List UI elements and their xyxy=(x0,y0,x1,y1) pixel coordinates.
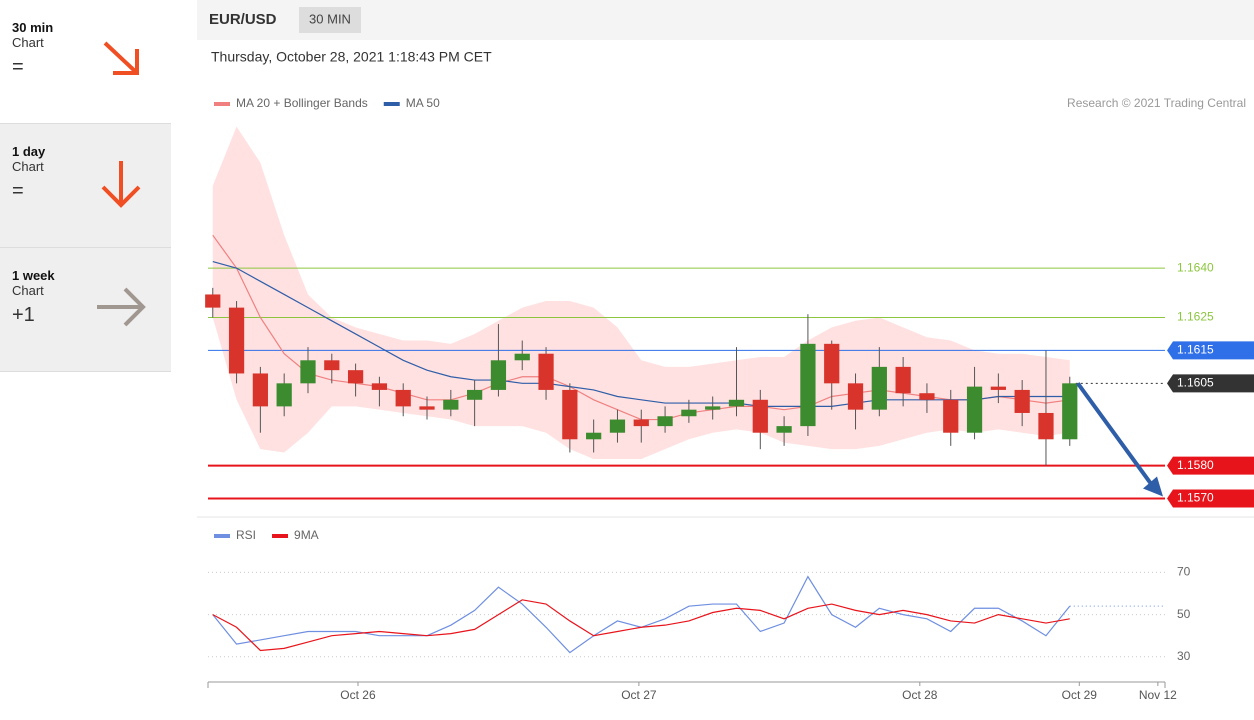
legend-swatch xyxy=(272,534,289,538)
candle-body xyxy=(252,373,268,407)
forecast-arrow xyxy=(1076,382,1155,488)
header-bar xyxy=(197,0,1254,40)
period: 1 week xyxy=(12,268,55,283)
x-tick-label: Oct 27 xyxy=(621,688,657,702)
candle-body xyxy=(443,399,459,410)
arrow-down xyxy=(101,161,141,208)
candle-body xyxy=(943,399,959,433)
candle-body xyxy=(1014,389,1030,413)
level-tag xyxy=(1167,456,1254,475)
candle-body xyxy=(609,419,626,433)
timeframe: 30 MIN xyxy=(309,11,351,26)
x-tick-label: Oct 26 xyxy=(340,688,376,702)
datetime: Thursday, October 28, 2021 1:18:43 PM CE… xyxy=(211,49,492,65)
level-label: 1.1625 xyxy=(1177,310,1214,324)
legend-swatch xyxy=(214,102,230,106)
level-tag xyxy=(1167,489,1254,508)
forecast-arrowhead xyxy=(1143,476,1163,497)
candle-body xyxy=(538,353,554,390)
legend-swatch xyxy=(214,534,230,538)
arrow-right xyxy=(97,287,146,327)
y-tick-label: 70 xyxy=(1177,565,1191,579)
candle-body xyxy=(776,426,792,433)
candle-body xyxy=(919,393,935,400)
candle-body xyxy=(347,370,364,384)
candle-body xyxy=(490,360,507,390)
candle-body xyxy=(871,366,887,410)
symbol: EUR/USD xyxy=(209,11,277,28)
legend-label: MA 50 xyxy=(406,96,440,110)
kind: Chart xyxy=(12,283,44,298)
legend-label: MA 20 + Bollinger Bands xyxy=(236,96,368,110)
chart: EUR/USD 30 MIN Thursday, October 28, 202… xyxy=(197,0,1254,702)
period-card[interactable]: 1 week Chart +1 xyxy=(0,248,171,372)
level-label: 1.1615 xyxy=(1177,343,1214,357)
candle-body xyxy=(205,294,221,308)
candle-body xyxy=(562,389,578,440)
candle-body xyxy=(966,386,983,433)
y-tick-label: 30 xyxy=(1177,649,1191,663)
candle-body xyxy=(752,399,768,433)
bollinger-band xyxy=(212,126,1070,460)
sign: = xyxy=(12,56,24,78)
period-card[interactable]: 30 min Chart = xyxy=(0,0,171,124)
sign: = xyxy=(12,180,24,202)
candle-body xyxy=(371,383,388,390)
candle-body xyxy=(800,343,816,427)
period: 30 min xyxy=(12,20,54,35)
series-line xyxy=(212,599,1070,652)
level-label: 1.1605 xyxy=(1177,376,1214,390)
timeframe-badge[interactable] xyxy=(299,7,361,33)
candle-body xyxy=(657,416,673,427)
candle-body xyxy=(276,383,292,407)
x-tick-label: Nov 12 xyxy=(1139,688,1177,702)
x-tick-label: Oct 29 xyxy=(1062,688,1098,702)
candle-body xyxy=(228,307,245,374)
credit: Research © 2021 Trading Central xyxy=(1067,96,1246,110)
candle-body xyxy=(728,399,745,407)
candle-body xyxy=(1038,412,1054,440)
candle-body xyxy=(895,366,911,394)
legend-label: 9MA xyxy=(294,528,319,542)
arrow-down-right xyxy=(103,41,139,75)
candle-body xyxy=(395,389,411,407)
candle-body xyxy=(467,389,483,400)
period-card[interactable]: 1 day Chart = xyxy=(0,124,171,248)
level-label: 1.1580 xyxy=(1177,458,1214,472)
period: 1 day xyxy=(12,144,46,159)
candle-body xyxy=(586,432,602,440)
candle-body xyxy=(705,406,721,410)
level-tag xyxy=(1167,374,1254,393)
legend-label: RSI xyxy=(236,528,256,542)
kind: Chart xyxy=(12,35,44,50)
level-label: 1.1570 xyxy=(1177,491,1214,505)
candle-body xyxy=(681,409,697,417)
candle-body xyxy=(514,353,530,361)
candle-body xyxy=(300,360,316,384)
series-line xyxy=(212,575,1071,654)
y-tick-label: 50 xyxy=(1177,607,1191,621)
candle-body xyxy=(324,360,340,371)
level-tag xyxy=(1167,341,1254,360)
chart-panel: EUR/USD 30 MIN Thursday, October 28, 202… xyxy=(197,0,1254,715)
level-label: 1.1640 xyxy=(1177,260,1214,274)
sidebar: 30 min Chart = 1 day Chart = 1 week Char… xyxy=(0,0,171,372)
sign: +1 xyxy=(12,304,35,326)
candle-body xyxy=(847,383,864,410)
x-tick-label: Oct 28 xyxy=(902,688,938,702)
candle-body xyxy=(419,406,435,410)
candle-body xyxy=(824,343,840,384)
legend-swatch xyxy=(383,102,400,106)
candle-body xyxy=(990,386,1006,390)
candle-body xyxy=(633,419,649,427)
candle-body xyxy=(1062,383,1078,440)
kind: Chart xyxy=(12,159,44,174)
